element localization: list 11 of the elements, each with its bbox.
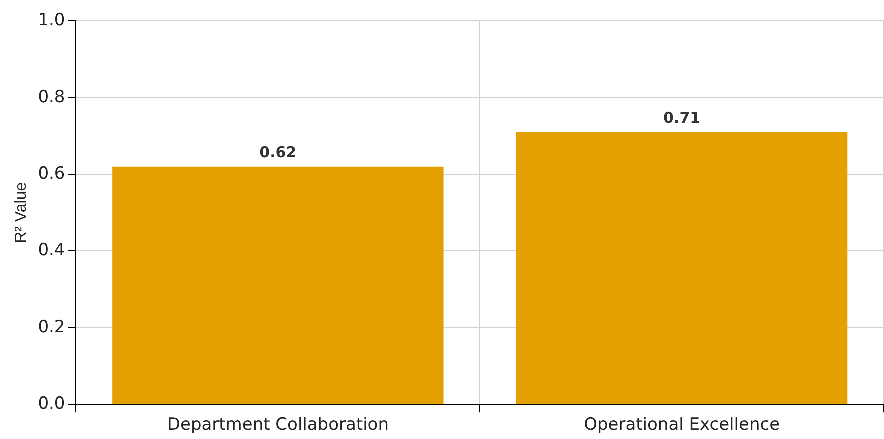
y-tick-label: 1.0 [38, 10, 66, 31]
x-tick-label: Operational Excellence [584, 415, 780, 436]
y-tick-label: 0.4 [38, 240, 66, 261]
x-tick-label: Department Collaboration [167, 415, 389, 436]
y-tick-label: 0.0 [38, 394, 66, 414]
y-axis-title: R² Value [13, 182, 30, 244]
data-label: 0.62 [260, 143, 297, 162]
y-tick-label: 0.6 [38, 164, 66, 184]
y-tick-label: 0.8 [38, 87, 66, 108]
y-tick-label: 0.2 [38, 317, 66, 338]
data-label: 0.71 [664, 108, 701, 127]
